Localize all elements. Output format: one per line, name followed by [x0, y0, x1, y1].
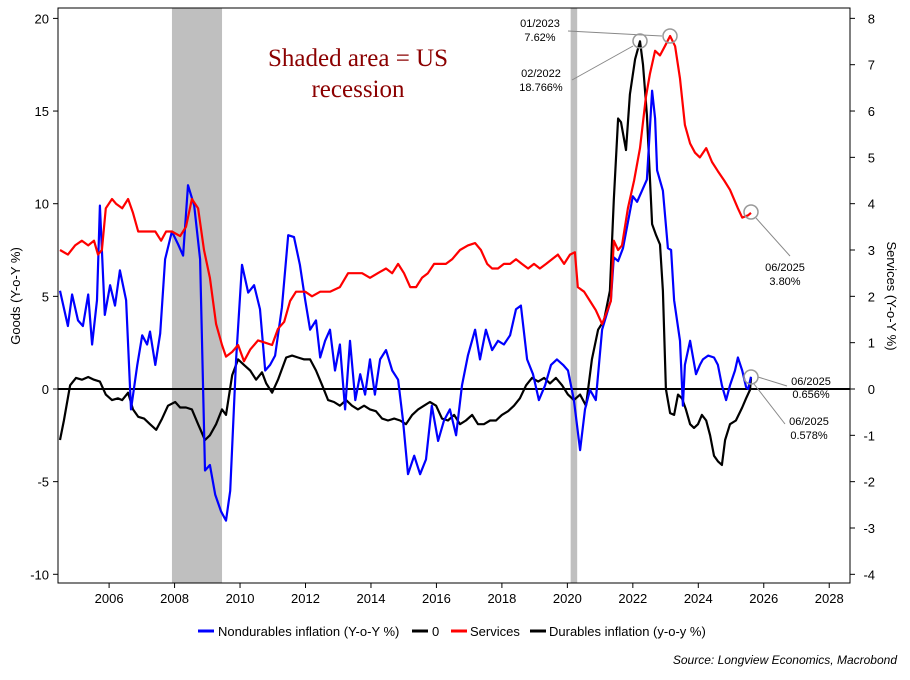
annotations: 01/2023 7.62% 02/2022 18.766% 06/2025 3.… — [519, 18, 831, 442]
x-tick-label: 2024 — [684, 591, 713, 606]
x-axis: 2006 2008 2010 2012 2014 2016 2018 2020 2022 2024… — [95, 583, 844, 606]
right-y-tick-label: 6 — [868, 104, 875, 119]
annotation-value: 0.578% — [790, 430, 828, 442]
left-axis-label: Goods (Y-o-Y %) — [8, 247, 23, 345]
x-tick-label: 2008 — [160, 591, 189, 606]
annotation-leader — [567, 30, 663, 37]
right-y-tick-label: 2 — [868, 289, 875, 304]
annotation-marker — [743, 369, 759, 385]
right-y-tick-label: 1 — [868, 336, 875, 351]
plot-frame — [57, 7, 851, 584]
x-tick-label: 2018 — [487, 591, 516, 606]
annotation-leader — [753, 383, 786, 425]
annotation-date: 06/2025 — [765, 262, 805, 274]
annotation-value: 0.656% — [792, 389, 830, 401]
right-y-axis: -4 -3 -2 -1 0 1 2 3 4 5 6 7 8 — [850, 11, 875, 582]
left-y-axis: -10 -5 0 5 10 15 20 — [30, 11, 58, 582]
x-tick-label: 2026 — [749, 591, 778, 606]
x-tick-label: 2022 — [618, 591, 647, 606]
x-tick-label: 2020 — [553, 591, 582, 606]
x-tick-label: 2014 — [357, 591, 386, 606]
recession-band — [570, 8, 578, 583]
annotation-marker — [743, 204, 759, 220]
right-y-tick-label: 7 — [868, 58, 875, 73]
legend-label: 0 — [432, 624, 439, 639]
annotation-leader — [755, 217, 791, 257]
recession-band — [171, 8, 223, 583]
right-y-tick-label: 5 — [868, 150, 875, 165]
x-tick-label: 2010 — [226, 591, 255, 606]
legend-item-zero[interactable]: 0 — [412, 624, 439, 639]
right-y-tick-label: 4 — [868, 197, 875, 212]
legend-item-durables[interactable]: Durables inflation (y-o-y %) — [530, 624, 706, 639]
nondurables-line — [58, 89, 753, 522]
annotation-date: 02/2022 — [521, 68, 561, 80]
left-y-tick-label: 10 — [35, 197, 49, 212]
annotation-leader — [757, 376, 788, 387]
note-line-2: recession — [311, 76, 405, 103]
recession-shading — [171, 8, 578, 583]
left-y-tick-label: 15 — [35, 104, 49, 119]
annotation-marker — [632, 33, 648, 49]
right-y-tick-label: 8 — [868, 11, 875, 26]
services-line — [59, 34, 752, 363]
legend: Nondurables inflation (Y-o-Y %) 0 Servic… — [198, 624, 706, 639]
right-y-tick-label: -1 — [863, 428, 875, 443]
legend-label: Durables inflation (y-o-y %) — [549, 624, 706, 639]
right-y-tick-label: 0 — [868, 382, 875, 397]
left-y-tick-label: -10 — [30, 567, 49, 582]
annotation-date: 06/2025 — [789, 416, 829, 428]
x-tick-label: 2006 — [95, 591, 124, 606]
legend-label: Services — [470, 624, 520, 639]
right-y-tick-label: -2 — [863, 475, 875, 490]
annotation-value: 7.62% — [524, 32, 555, 44]
recession-note: Shaded area = US recession — [268, 45, 448, 103]
right-y-tick-label: -4 — [863, 567, 875, 582]
left-y-tick-label: -5 — [37, 475, 49, 490]
legend-item-services[interactable]: Services — [451, 624, 520, 639]
note-line-1: Shaded area = US — [268, 45, 448, 72]
annotation-leader — [571, 45, 634, 81]
x-tick-label: 2012 — [291, 591, 320, 606]
durables-line — [58, 40, 753, 467]
source-note: Source: Longview Economics, Macrobond — [673, 653, 897, 667]
series-lines — [58, 34, 850, 522]
left-y-tick-label: 0 — [42, 382, 49, 397]
x-tick-label: 2016 — [422, 591, 451, 606]
left-y-tick-label: 5 — [42, 289, 49, 304]
annotation-value: 18.766% — [519, 82, 563, 94]
legend-label: Nondurables inflation (Y-o-Y %) — [218, 624, 399, 639]
annotation-value: 3.80% — [769, 276, 800, 288]
x-tick-label: 2028 — [815, 591, 844, 606]
right-y-tick-label: 3 — [868, 243, 875, 258]
annotation-marker — [662, 28, 678, 44]
right-y-tick-label: -3 — [863, 521, 875, 536]
annotation-date: 01/2023 — [520, 18, 560, 30]
annotation-date: 06/2025 — [791, 376, 831, 388]
right-axis-label: Services (Y-o-Y %) — [884, 241, 899, 350]
left-y-tick-label: 20 — [35, 11, 49, 26]
legend-item-nondurables[interactable]: Nondurables inflation (Y-o-Y %) — [198, 624, 399, 639]
